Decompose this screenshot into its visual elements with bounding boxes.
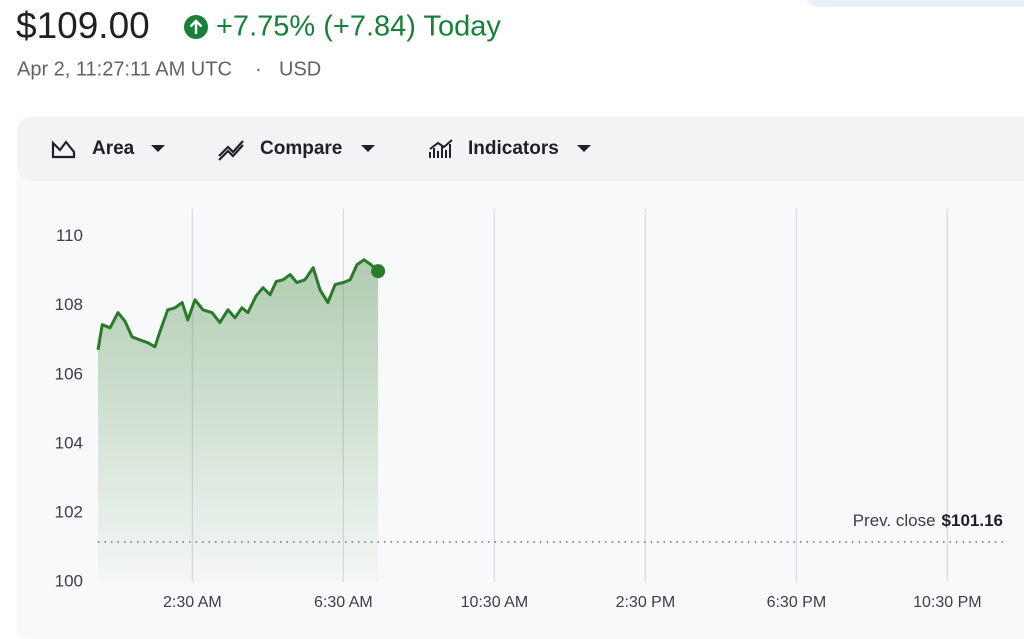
prev-close-title: Prev. close: [853, 511, 936, 530]
separator: ·: [255, 58, 262, 80]
button-label: Compare: [260, 138, 342, 159]
button-label: Indicators: [468, 138, 559, 159]
x-tick-label: 10:30 AM: [461, 594, 529, 611]
x-tick-label: 6:30 PM: [767, 594, 827, 611]
y-tick-label: 110: [56, 226, 83, 245]
x-tick-label: 6:30 AM: [314, 594, 373, 611]
indicators-button[interactable]: Indicators: [429, 138, 591, 159]
x-tick-label: 2:30 AM: [163, 594, 222, 611]
last-point: [371, 264, 386, 279]
y-tick-label: 100: [55, 571, 83, 590]
price-line: [96, 258, 380, 351]
y-tick-label: 108: [55, 295, 83, 314]
button-label: Area: [92, 138, 135, 159]
x-tick-label: 10:30 PM: [913, 594, 981, 611]
y-tick-label: 106: [55, 364, 83, 383]
timestamp: Apr 2, 11:27:11 AM UTC: [17, 58, 232, 80]
toolbar: [17, 117, 1024, 181]
up-arrow-icon: [184, 15, 208, 39]
search-box[interactable]: [805, 0, 1024, 7]
prev-close-label: Prev. close $101.16: [853, 511, 1003, 530]
y-tick-label: 104: [55, 433, 83, 452]
currency: USD: [279, 58, 321, 80]
area-button[interactable]: Area: [51, 138, 165, 159]
area-fill: [98, 259, 379, 582]
x-tick-label: 2:30 PM: [616, 594, 676, 611]
compare-button[interactable]: Compare: [218, 138, 375, 161]
y-tick-label: 102: [55, 502, 83, 521]
price: $109.00: [16, 5, 150, 46]
prev-close-value: $101.16: [942, 511, 1003, 530]
price-change: +7.75% (+7.84) Today: [216, 11, 501, 43]
